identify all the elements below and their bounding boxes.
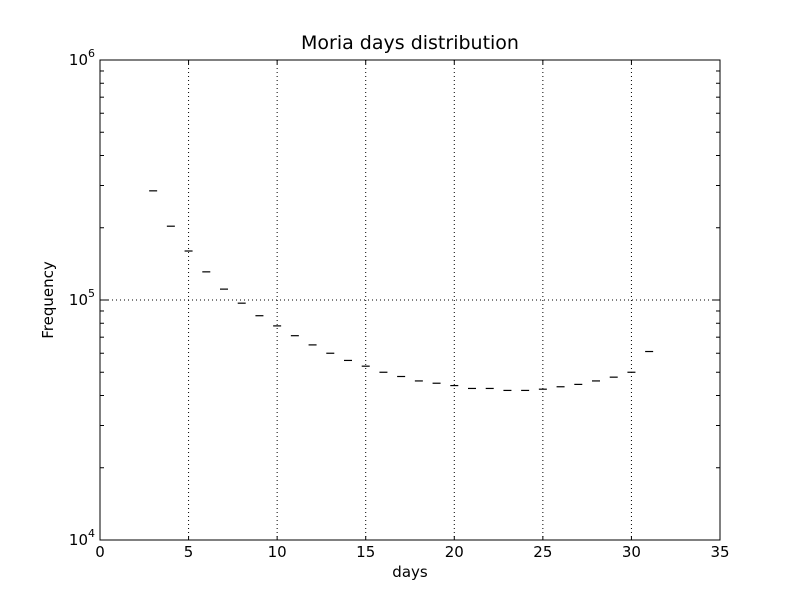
x-tick-label: 5: [184, 543, 194, 561]
y-tick-labels: 104 105 106: [69, 47, 95, 549]
x-tick-label: 25: [533, 543, 552, 561]
y-tick-label: 106: [69, 47, 95, 69]
x-tick-label: 0: [95, 543, 105, 561]
x-tick-label: 10: [268, 543, 287, 561]
x-tick-label: 35: [710, 543, 729, 561]
plot-frame: [99, 59, 721, 541]
x-tick-label: 20: [445, 543, 464, 561]
x-tick-label: 15: [356, 543, 375, 561]
x-tick-labels: 0 5 10 15 20 25 30 35: [95, 543, 729, 561]
y-tick-label: 104: [69, 527, 95, 549]
y-axis-label: Frequency: [39, 261, 57, 339]
grid: [100, 60, 720, 540]
y-tick-label: 105: [69, 287, 95, 309]
data-points: [149, 190, 654, 392]
x-tick-label: 30: [622, 543, 641, 561]
chart-title: Moria days distribution: [301, 32, 519, 54]
x-axis-label: days: [392, 563, 428, 581]
